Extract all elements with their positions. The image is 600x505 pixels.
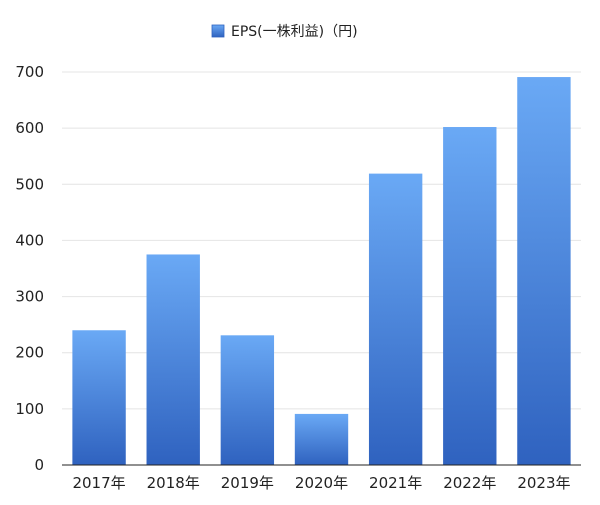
- y-axis-labels: 0 100 200 300 400 500 600 700: [15, 63, 44, 474]
- x-tick-label: 2023年: [517, 474, 570, 492]
- bar-2021年: [368, 173, 423, 465]
- y-tick-label: 700: [15, 63, 44, 81]
- y-tick-label: 100: [15, 400, 44, 418]
- legend-swatch: [211, 24, 225, 38]
- x-tick-label: 2019年: [221, 474, 274, 492]
- bar-2023年: [517, 77, 571, 465]
- bar-2018年: [146, 254, 200, 465]
- x-tick-label: 2020年: [295, 474, 348, 492]
- bar-2017年: [72, 330, 126, 465]
- y-tick-label: 200: [15, 344, 44, 362]
- y-tick-label: 300: [15, 288, 44, 306]
- bar-2019年: [220, 335, 275, 465]
- y-tick-label: 500: [15, 175, 44, 193]
- gridlines: [62, 71, 581, 410]
- y-tick-label: 600: [15, 119, 44, 137]
- x-tick-label: 2021年: [369, 474, 422, 492]
- bar-2020年: [294, 413, 349, 465]
- bar-2022年: [443, 127, 497, 466]
- x-axis-labels: 2017年 2018年 2019年 2020年 2021年 2022年 2023年: [72, 474, 570, 492]
- y-tick-label: 0: [34, 456, 44, 474]
- x-tick-label: 2022年: [443, 474, 496, 492]
- bars: [72, 77, 571, 466]
- legend-label: EPS(一株利益)（円): [231, 24, 358, 40]
- legend: EPS(一株利益)（円): [211, 24, 358, 40]
- x-tick-label: 2017年: [72, 474, 125, 492]
- y-tick-label: 400: [15, 231, 44, 249]
- x-tick-label: 2018年: [147, 474, 200, 492]
